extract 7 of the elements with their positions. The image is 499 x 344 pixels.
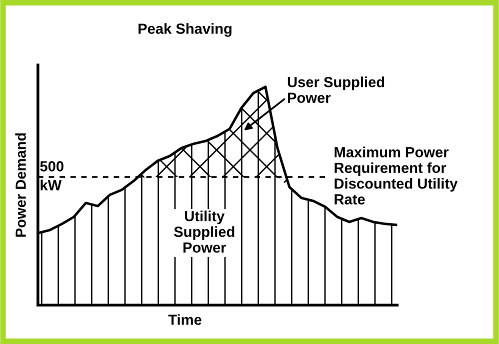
series-label: User Supplied Power <box>288 76 384 103</box>
x-axis-title: Time <box>168 314 202 325</box>
series-label: Utility Supplied Power <box>174 210 234 253</box>
ref-line-label: Maximum Power Requirement for Discounted Utility Rate <box>334 146 458 204</box>
y-axis-title: Power Demand <box>15 133 26 237</box>
annotation: 500 kW <box>40 161 64 190</box>
chart-title: Peak Shaving <box>138 23 232 37</box>
